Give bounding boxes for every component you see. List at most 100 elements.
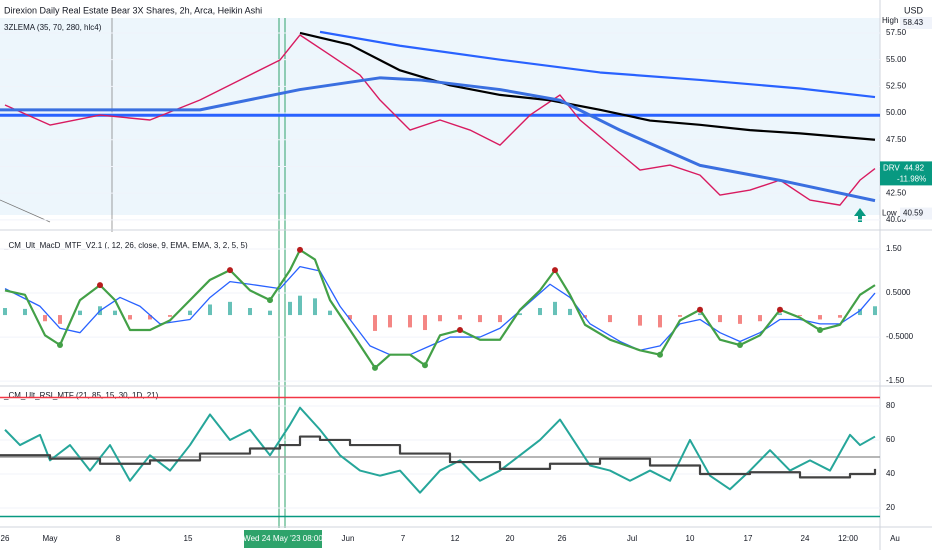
signal-arrow — [854, 208, 866, 222]
y-tick-label: 47.50 — [886, 135, 907, 144]
low-value: 40.59 — [903, 209, 924, 218]
histogram-bar — [228, 301, 232, 316]
series-line — [4, 248, 876, 370]
histogram-bar — [778, 313, 782, 316]
x-tick-label: Jul — [627, 534, 637, 543]
histogram-bar — [328, 310, 332, 316]
x-tick-label: 17 — [744, 534, 753, 543]
cross-dot — [227, 267, 233, 274]
cross-dot — [97, 282, 103, 289]
indicator-legend: 3ZLEMA (35, 70, 280, hlc4) — [4, 23, 102, 32]
currency: USD — [904, 5, 924, 15]
histogram-bar — [113, 310, 117, 316]
cross-dot — [552, 267, 558, 274]
cross-dot — [267, 297, 273, 304]
histogram-bar — [128, 315, 132, 320]
histogram-bar — [498, 315, 502, 323]
cross-dot — [422, 362, 428, 369]
low-label: Low — [882, 209, 897, 218]
cross-dot — [817, 327, 823, 334]
chart-title: Direxion Daily Real Estate Bear 3X Share… — [4, 5, 262, 15]
cross-dot — [777, 306, 783, 313]
y-tick-label: 42.50 — [886, 188, 907, 197]
histogram-bar — [423, 315, 427, 331]
histogram-bar — [288, 301, 292, 316]
histogram-bar — [638, 315, 642, 326]
last-box — [880, 161, 932, 186]
histogram-bar — [798, 315, 802, 316]
histogram-bar — [678, 315, 682, 317]
crosshair-label: Wed 24 May '23 08:00 — [243, 534, 323, 543]
high-label: High — [882, 16, 898, 25]
histogram-bar — [248, 308, 252, 316]
histogram-bar — [388, 315, 392, 328]
cross-dot — [697, 306, 703, 313]
histogram-bar — [148, 315, 152, 320]
x-tick-label: 7 — [401, 534, 406, 543]
cross-dot — [657, 351, 663, 358]
histogram-bar — [23, 308, 27, 316]
last-change: -11.98% — [897, 174, 926, 183]
y-tick-label: 80 — [886, 401, 895, 410]
histogram-bar — [268, 310, 272, 316]
x-tick-label: 26 — [1, 534, 10, 543]
y-tick-label: 0.5000 — [886, 288, 911, 297]
histogram-bar — [858, 308, 862, 316]
y-tick-label: 60 — [886, 435, 895, 444]
x-tick-label: Jun — [342, 534, 355, 543]
histogram-bar — [553, 301, 557, 316]
histogram-bar — [168, 315, 172, 317]
y-tick-label: 40.00 — [886, 215, 907, 224]
x-tick-label: 12:00 — [838, 534, 859, 543]
histogram-bar — [438, 315, 442, 322]
histogram-bar — [313, 298, 317, 316]
x-tick-label: 12 — [451, 534, 460, 543]
series-line — [319, 30, 876, 99]
histogram-bar — [738, 315, 742, 324]
histogram-bar — [568, 308, 572, 316]
y-tick-label: 40 — [886, 469, 895, 478]
y-tick-label: -1.50 — [886, 376, 905, 385]
histogram-bar — [458, 315, 462, 320]
series-line — [0, 435, 877, 479]
y-tick-label: 57.50 — [886, 28, 907, 37]
y-tick-label: 1.50 — [886, 244, 902, 253]
y-tick-label: 50.00 — [886, 108, 907, 117]
cross-dot — [297, 246, 303, 253]
x-tick-label: Au — [890, 534, 900, 543]
histogram-bar — [478, 315, 482, 323]
histogram-bar — [818, 315, 822, 320]
cross-dot — [57, 342, 63, 349]
cross-dot — [372, 364, 378, 371]
series-line — [299, 31, 876, 141]
x-tick-label: 26 — [558, 534, 567, 543]
x-tick-label: 15 — [184, 534, 193, 543]
x-tick-label: 20 — [506, 534, 515, 543]
y-tick-label: -0.5000 — [886, 332, 914, 341]
cross-dot — [737, 342, 743, 349]
histogram-bar — [348, 315, 352, 320]
crosshair-label-box — [244, 530, 322, 548]
histogram-bar — [758, 315, 762, 322]
indicator-legend: _CM_Ult_MacD_MTF_V2.1 (, 12, 26, close, … — [3, 241, 248, 250]
series-line — [4, 34, 876, 206]
last-value: 44.82 — [904, 163, 925, 172]
high-value: 58.43 — [903, 18, 924, 27]
histogram-bar — [408, 315, 412, 328]
histogram-bar — [838, 315, 842, 318]
y-tick-label: 52.50 — [886, 81, 907, 90]
histogram-bar — [188, 310, 192, 316]
histogram-bar — [873, 306, 877, 316]
x-tick-label: 10 — [686, 534, 695, 543]
histogram-bar — [373, 315, 377, 331]
trend-line — [0, 199, 51, 223]
histogram-bar — [538, 308, 542, 316]
histogram-bar — [3, 308, 7, 316]
histogram-bar — [298, 295, 302, 316]
y-tick-label: 20 — [886, 503, 895, 512]
last-symbol: DRV — [883, 163, 900, 172]
series-line — [4, 265, 876, 356]
histogram-bar — [718, 315, 722, 323]
histogram-bar — [78, 310, 82, 316]
